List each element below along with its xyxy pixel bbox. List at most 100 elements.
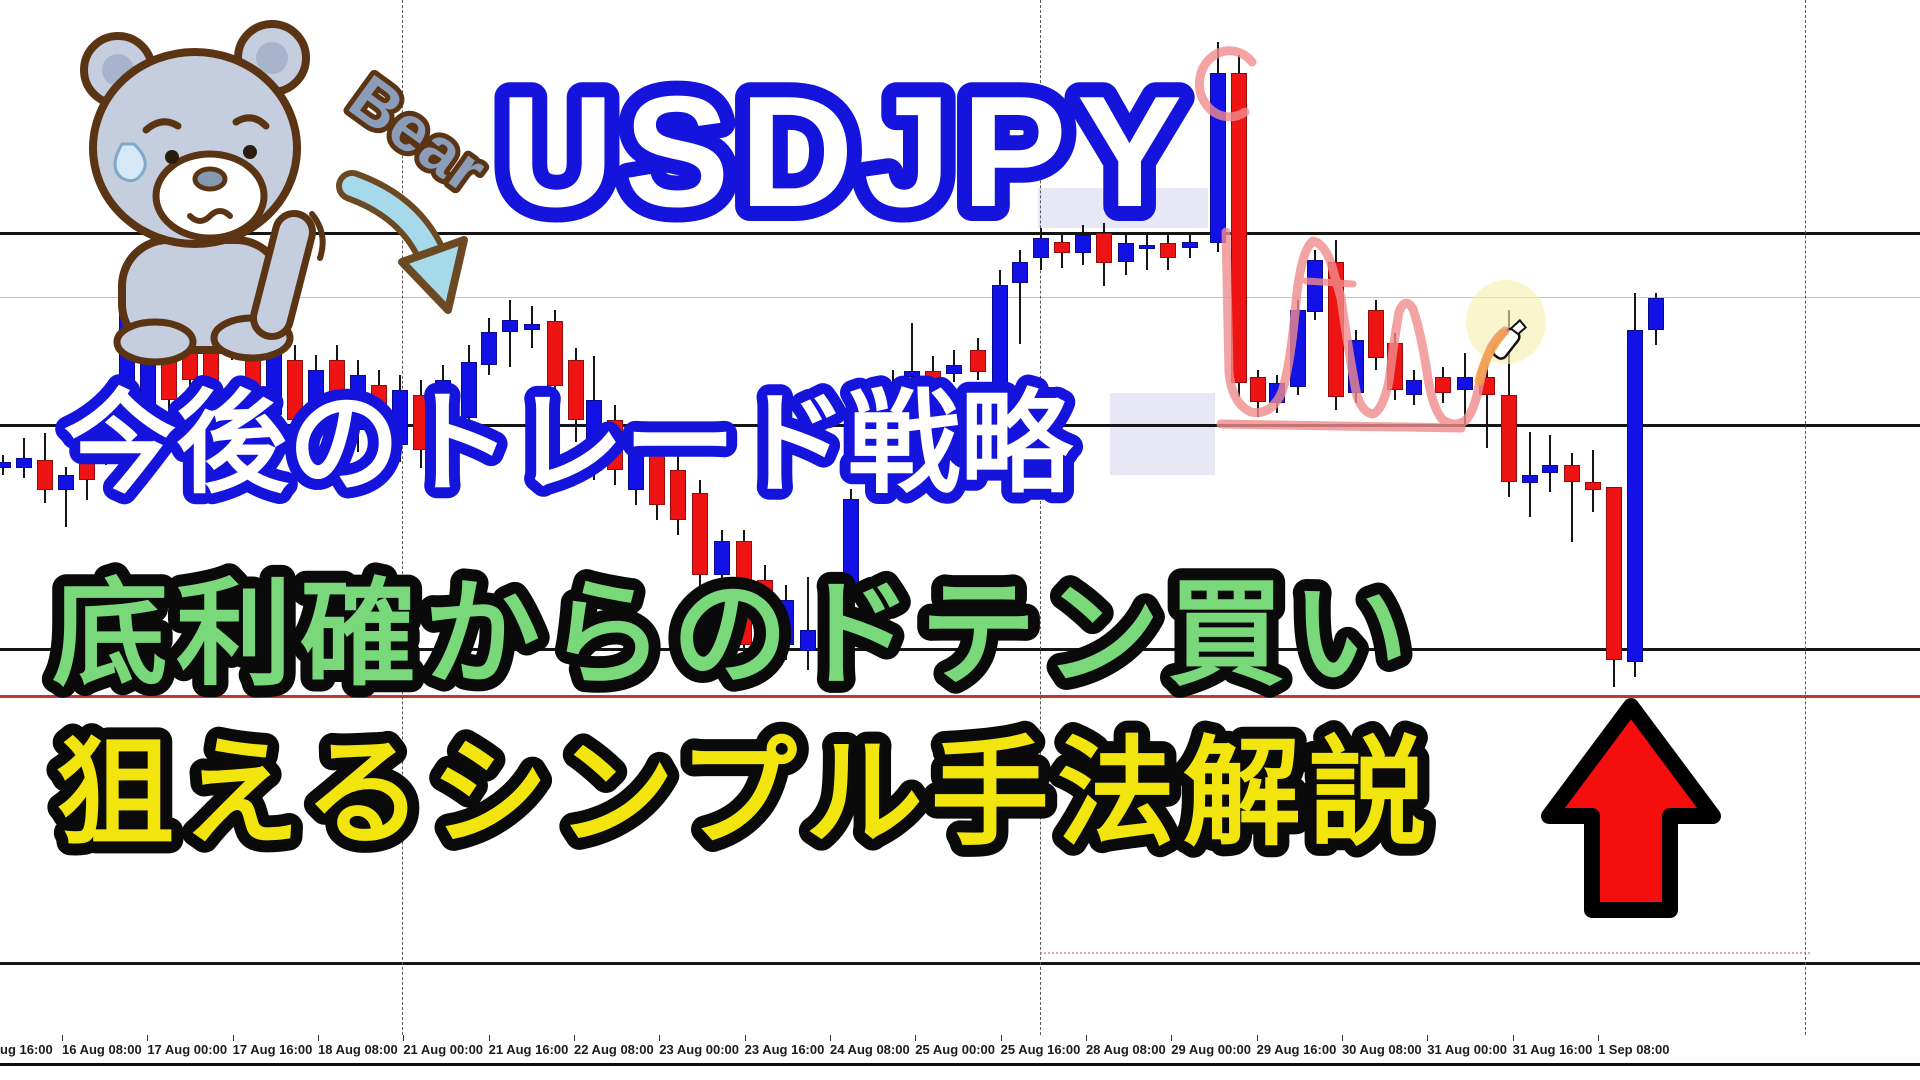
bullish-candle [1139, 245, 1155, 249]
bullish-candle [1627, 330, 1643, 662]
axis-tick [317, 1035, 319, 1041]
curved-arrow-icon [336, 170, 468, 314]
dotted-level-line [1040, 952, 1810, 954]
annotation-squiggle [1221, 227, 1510, 429]
headline-doten-buy: 底利確からのドテン買い [52, 569, 1416, 699]
bullish-candle [461, 362, 477, 418]
axis-tick [1000, 1035, 1002, 1041]
bearish-candle [692, 493, 708, 575]
bullish-candle [350, 375, 366, 430]
bearish-candle [1435, 377, 1451, 393]
axis-label: 18 Aug 08:00 [317, 1042, 398, 1057]
bearish-candle [670, 470, 686, 520]
bullish-candle [1406, 380, 1422, 395]
bearish-candle [736, 541, 752, 645]
bearish-candle [371, 385, 387, 440]
axis-tick [1085, 1035, 1087, 1041]
bullish-candle [1457, 377, 1473, 390]
candle-wick [65, 467, 67, 527]
bullish-candle [821, 590, 837, 630]
bullish-candle [800, 630, 816, 651]
axis-label: 29 Aug 00:00 [1171, 1042, 1252, 1057]
axis-tick [1427, 1035, 1429, 1041]
symbol-title: USDJPY [500, 64, 1192, 240]
bearish-candle [757, 580, 773, 635]
bear-mascot-icon [80, 20, 326, 366]
axis-label: 21 Aug 16:00 [488, 1042, 569, 1057]
candle-wick [1019, 250, 1021, 344]
axis-label: 17 Aug 16:00 [232, 1042, 313, 1057]
bullish-candle [481, 332, 497, 365]
bullish-candle [778, 600, 794, 645]
candle-wick [807, 577, 809, 670]
bearish-candle [1501, 395, 1517, 482]
candle-wick [911, 323, 913, 380]
bullish-candle [58, 475, 74, 490]
axis-label: 31 Aug 00:00 [1427, 1042, 1507, 1057]
axis-label: 23 Aug 16:00 [744, 1042, 825, 1057]
axis-tick [147, 1035, 149, 1041]
period-separator-line [1805, 0, 1806, 1035]
support-line-bottom [0, 962, 1920, 965]
axis-label: ug 16:00 [0, 1042, 53, 1057]
bearish-candle [37, 460, 53, 490]
axis-label: 29 Aug 16:00 [1256, 1042, 1337, 1057]
bullish-candle [16, 458, 32, 468]
axis-tick [744, 1035, 746, 1041]
axis-label: 17 Aug 00:00 [147, 1042, 228, 1057]
axis-label: 16 Aug 08:00 [62, 1042, 142, 1057]
resistance-line-upper [0, 232, 1920, 235]
bullish-candle [392, 390, 408, 445]
axis-tick [1597, 1035, 1599, 1041]
headline-strategy: 今後のトレード戦略 [64, 381, 1074, 506]
axis-label: 30 Aug 08:00 [1341, 1042, 1422, 1057]
candle-wick [932, 356, 934, 380]
bearish-candle [1054, 242, 1070, 253]
bullish-candle [1118, 243, 1134, 262]
axis-tick [829, 1035, 831, 1041]
period-separator-line [1040, 0, 1041, 1035]
annotation-orange-tip [1474, 328, 1508, 386]
up-arrow-icon [1541, 698, 1721, 918]
bullish-candle [1033, 238, 1049, 258]
bearish-candle [1250, 377, 1266, 402]
bullish-candle [714, 541, 730, 575]
bullish-candle [843, 499, 859, 594]
bullish-candle [502, 320, 518, 332]
bullish-candle [1307, 260, 1323, 312]
bullish-candle [1075, 235, 1091, 253]
axis-tick [62, 1035, 63, 1041]
bearish-candle [1606, 487, 1622, 660]
candle-wick [1464, 353, 1466, 427]
axis-tick [1341, 1035, 1343, 1041]
bullish-candle [98, 410, 114, 450]
bearish-candle [925, 371, 941, 379]
candle-wick [1529, 432, 1531, 517]
axis-label: 21 Aug 00:00 [403, 1042, 484, 1057]
axis-label: 25 Aug 16:00 [1000, 1042, 1081, 1057]
candle-wick [1571, 453, 1573, 542]
bearish-candle [287, 360, 303, 420]
axis-bottom-border [0, 1063, 1920, 1066]
bearish-candle [970, 350, 986, 372]
candle-wick [1486, 365, 1488, 448]
bearish-candle [329, 360, 345, 425]
candle-wick [1549, 435, 1551, 492]
candle-wick [1592, 450, 1594, 512]
bullish-candle [885, 385, 901, 430]
axis-tick [573, 1035, 575, 1041]
support-line-lower [0, 648, 1920, 651]
bearish-candle [1368, 310, 1384, 358]
period-separator-line [402, 0, 403, 1035]
axis-tick [403, 1035, 405, 1041]
bullish-candle [435, 380, 451, 440]
bullish-candle [0, 462, 11, 468]
bearish-candle [413, 395, 429, 450]
bullish-candle [586, 400, 602, 468]
annotation-circle-top [1194, 46, 1257, 122]
price-zone [1110, 393, 1215, 475]
axis-label: 28 Aug 08:00 [1085, 1042, 1166, 1057]
axis-label: 22 Aug 08:00 [573, 1042, 654, 1057]
